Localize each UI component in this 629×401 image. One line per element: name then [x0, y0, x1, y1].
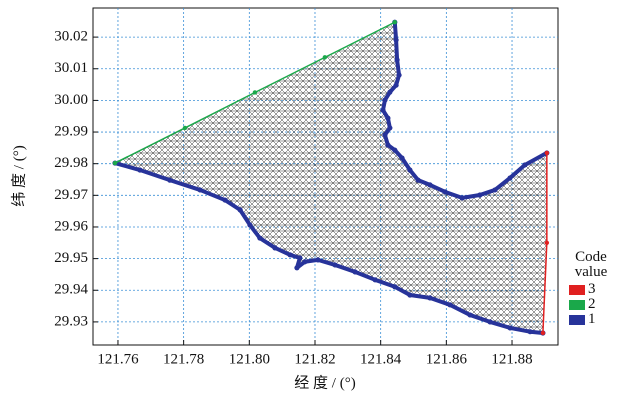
boundary-node: [253, 90, 257, 94]
boundary-node: [394, 57, 399, 62]
boundary-node: [394, 83, 399, 88]
y-tick-label: 29.96: [54, 218, 88, 234]
y-axis-label: 纬 度 / (°): [10, 145, 27, 206]
legend-swatch: [569, 300, 585, 310]
boundary-node: [427, 295, 432, 300]
boundary-node: [427, 182, 432, 187]
boundary-node: [477, 192, 482, 197]
boundary-node: [380, 108, 385, 113]
boundary-node: [416, 178, 421, 183]
boundary-node: [382, 132, 387, 137]
x-tick-label: 121.86: [426, 351, 468, 367]
chart: 经 度 / (°) 纬 度 / (°) 121.76121.78121.8012…: [0, 0, 629, 401]
x-axis-label: 经 度 / (°): [294, 374, 355, 391]
y-tick-label: 29.97: [54, 187, 88, 203]
y-tick-label: 30.01: [54, 60, 88, 76]
y-tick-label: 29.94: [54, 282, 88, 298]
legend-entry: 3: [569, 282, 625, 297]
boundary-node: [527, 329, 532, 334]
boundary-node: [315, 257, 320, 262]
boundary-node: [392, 284, 397, 289]
boundary-node: [297, 255, 302, 260]
legend-title: Code value: [569, 250, 613, 280]
boundary-node: [545, 241, 549, 245]
boundary-node: [167, 178, 172, 183]
boundary-node: [507, 325, 512, 330]
boundary-node: [294, 265, 299, 270]
boundary-node: [541, 331, 545, 335]
y-tick-label: 29.99: [54, 123, 88, 139]
boundary-node: [332, 262, 337, 267]
boundary-node: [372, 277, 377, 282]
boundary-node: [137, 167, 142, 172]
boundary-node: [399, 155, 404, 160]
boundary-node: [387, 125, 392, 130]
legend-swatch: [569, 315, 585, 325]
boundary-node: [272, 245, 277, 250]
boundary-node: [302, 259, 307, 264]
boundary-node: [257, 235, 262, 240]
legend-label: 1: [588, 312, 596, 327]
legend-label: 2: [588, 297, 596, 312]
boundary-node: [385, 116, 390, 121]
y-tick-label: 30.00: [54, 92, 88, 108]
x-tick-label: 121.76: [97, 351, 139, 367]
boundary-node: [507, 175, 512, 180]
legend-entry: 1: [569, 312, 625, 327]
boundary-node: [467, 312, 472, 317]
boundary-node: [393, 20, 397, 24]
boundary-node: [545, 151, 549, 155]
boundary-node: [113, 161, 117, 165]
x-tick-label: 121.80: [229, 351, 270, 367]
legend-label: 3: [588, 282, 596, 297]
y-tick-label: 30.02: [54, 29, 88, 45]
boundary-node: [238, 207, 243, 212]
boundary-node: [447, 302, 452, 307]
boundary-node: [487, 319, 492, 324]
y-tick-label: 29.98: [54, 155, 88, 171]
y-tick-label: 29.95: [54, 250, 88, 266]
boundary-node: [352, 269, 357, 274]
boundary-node: [183, 126, 187, 130]
y-tick-label: 29.93: [54, 313, 88, 329]
boundary-node: [492, 187, 497, 192]
boundary-node: [387, 90, 392, 95]
boundary-node: [394, 37, 399, 42]
boundary-node: [323, 55, 327, 59]
boundary-node: [522, 162, 527, 167]
x-tick-label: 121.78: [163, 351, 204, 367]
boundary-node: [396, 72, 401, 77]
boundary-node: [407, 292, 412, 297]
boundary-node: [442, 189, 447, 194]
legend-entry: 2: [569, 297, 625, 312]
boundary-node: [385, 142, 390, 147]
legend-swatch: [569, 285, 585, 295]
boundary-node: [287, 252, 292, 257]
boundary-node: [247, 222, 252, 227]
boundary-node: [407, 167, 412, 172]
x-tick-label: 121.84: [360, 351, 402, 367]
x-tick-label: 121.82: [294, 351, 335, 367]
boundary-node: [222, 197, 227, 202]
x-tick-label: 121.88: [491, 351, 532, 367]
boundary-node: [197, 187, 202, 192]
boundary-node: [382, 97, 387, 102]
boundary-node: [460, 195, 465, 200]
page: 经 度 / (°) 纬 度 / (°) 121.76121.78121.8012…: [0, 0, 629, 401]
boundary-node: [392, 147, 397, 152]
